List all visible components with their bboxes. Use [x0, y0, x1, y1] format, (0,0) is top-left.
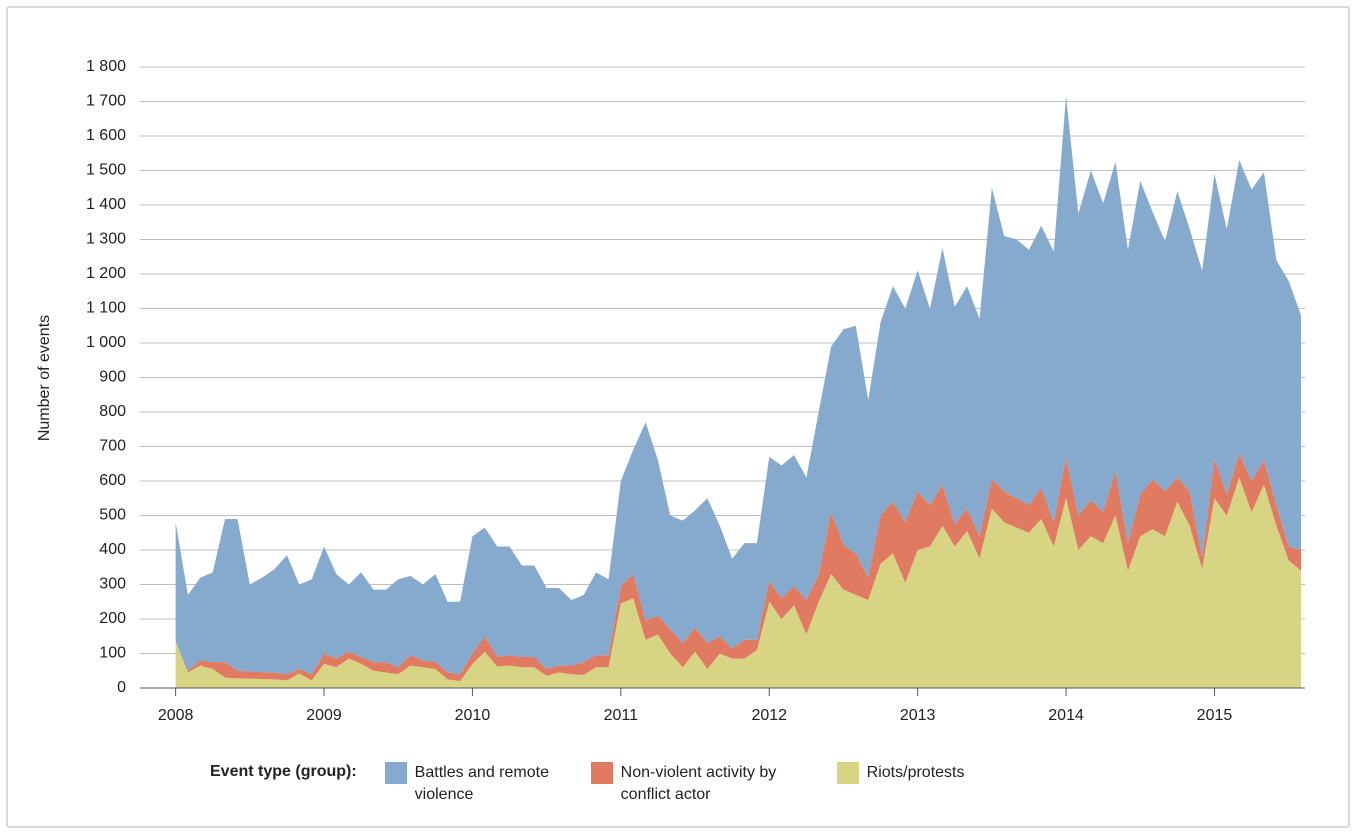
y-axis-label: Number of events — [36, 315, 53, 441]
legend-label: Non-violent activity by conflict actor — [620, 764, 777, 803]
y-tick-label: 1 600 — [86, 127, 126, 144]
x-tick-label: 2013 — [900, 707, 936, 724]
y-tick-label: 1 100 — [86, 300, 126, 317]
y-tick-label: 1 300 — [86, 231, 126, 248]
area — [175, 453, 1301, 682]
x-tick-label: 2012 — [751, 707, 787, 724]
y-tick-label: 400 — [99, 541, 126, 558]
y-tick-label: 800 — [99, 403, 126, 420]
frame — [6, 6, 1350, 828]
y-tick-label: 0 — [117, 679, 126, 696]
y-tick-label: 1 800 — [86, 58, 126, 75]
y-tick-label: 300 — [99, 576, 126, 593]
y-tick-label: 600 — [99, 472, 126, 489]
y-tick-label: 200 — [99, 610, 126, 627]
x-tick-label: 2008 — [158, 707, 194, 724]
x-tick-label: 2014 — [1048, 707, 1084, 724]
legend-title: Event type (group): — [210, 763, 357, 780]
x-tick-label: 2011 — [604, 707, 639, 724]
legend-item: Non-violent activity by conflict actor — [590, 762, 811, 806]
area — [175, 477, 1301, 688]
y-tick-label: 1 400 — [86, 196, 126, 213]
y-tick-label: 100 — [99, 645, 126, 662]
y-tick-label: 1 000 — [86, 334, 126, 351]
legend-label: Riots/protests — [866, 764, 965, 781]
y-tick-label: 1 700 — [86, 93, 126, 110]
y-tick-label: 1 200 — [86, 265, 126, 282]
y-tick-label: 700 — [99, 438, 126, 455]
legend-swatch — [384, 762, 407, 784]
x-tick-label: 2015 — [1197, 707, 1233, 724]
x-tick-label: 2009 — [306, 707, 342, 724]
legend-item: Battles and remote violence — [384, 762, 565, 806]
legend-item: Riots/protests — [836, 762, 965, 784]
legend-swatch — [590, 762, 613, 784]
legend: Event type (group): Battles and remote v… — [210, 762, 1210, 806]
legend-label: Battles and remote violence — [414, 764, 549, 803]
area — [175, 96, 1301, 675]
x-tick-label: 2010 — [455, 707, 491, 724]
y-tick-label: 900 — [99, 369, 126, 386]
legend-swatch — [836, 762, 859, 784]
y-tick-label: 500 — [99, 507, 126, 524]
y-tick-label: 1 500 — [86, 162, 126, 179]
